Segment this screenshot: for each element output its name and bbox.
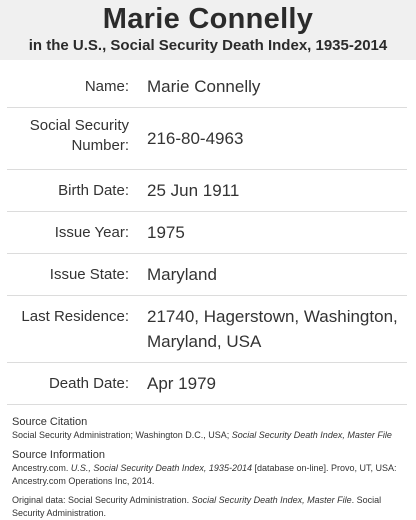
- field-value: Marie Connelly: [147, 77, 261, 96]
- field-label: Birth Date:: [58, 182, 129, 199]
- field-value: 21740, Hagerstown, Washington, Maryland,…: [147, 307, 398, 351]
- source-information-part-b: [database on-line]. Provo, UT, USA: Ance…: [12, 463, 397, 486]
- field-label: Issue State:: [49, 266, 129, 283]
- original-data-text: Original data: Social Security Administr…: [12, 494, 408, 520]
- source-information: Source Information Ancestry.com. U.S., S…: [12, 448, 408, 488]
- source-citation-text: Social Security Administration; Washingt…: [12, 429, 408, 442]
- field-value: 216-80-4963: [147, 129, 244, 148]
- source-information-label: Source Information: [12, 449, 105, 461]
- source-information-italic: U.S., Social Security Death Index, 1935-…: [70, 463, 252, 473]
- record-table: Name: Marie Connelly Social Security Num…: [7, 66, 407, 405]
- field-value: Apr 1979: [147, 374, 216, 393]
- field-value: Maryland: [147, 265, 217, 284]
- record-row-ssn: Social Security Number: 216-80-4963: [7, 108, 407, 170]
- record-row-birth-date: Birth Date: 25 Jun 1911: [7, 170, 407, 212]
- field-label: Last Residence:: [21, 308, 129, 325]
- field-label: Name:: [84, 78, 129, 95]
- person-name-title: Marie Connelly: [102, 3, 314, 35]
- source-citation-label: Source Citation: [12, 416, 88, 428]
- record-row-death-date: Death Date: Apr 1979: [7, 363, 407, 405]
- record-row-issue-year: Issue Year: 1975: [7, 212, 407, 254]
- field-label: Issue Year:: [54, 224, 129, 241]
- original-data-part-a: Original data: Social Security Administr…: [12, 495, 192, 505]
- record-header: Marie Connelly in the U.S., Social Secur…: [0, 0, 416, 60]
- source-citation-plain: Social Security Administration; Washingt…: [12, 430, 232, 440]
- record-row-last-residence: Last Residence: 21740, Hagerstown, Washi…: [7, 296, 407, 363]
- source-information-part-a: Ancestry.com.: [12, 463, 71, 473]
- record-row-name: Name: Marie Connelly: [7, 66, 407, 108]
- collection-subtitle: in the U.S., Social Security Death Index…: [28, 37, 388, 54]
- source-citation: Source Citation Social Security Administ…: [12, 415, 408, 442]
- source-citation-italic: Social Security Death Index, Master File: [231, 430, 392, 440]
- field-label: Death Date:: [48, 375, 129, 392]
- field-value: 25 Jun 1911: [147, 181, 240, 200]
- original-data: Original data: Social Security Administr…: [12, 494, 408, 520]
- field-label: Social Security Number:: [29, 117, 129, 154]
- source-information-text: Ancestry.com. U.S., Social Security Deat…: [12, 462, 408, 488]
- source-section: Source Citation Social Security Administ…: [12, 415, 408, 520]
- field-value: 1975: [147, 223, 185, 242]
- record-row-issue-state: Issue State: Maryland: [7, 254, 407, 296]
- original-data-italic: Social Security Death Index, Master File: [191, 495, 352, 505]
